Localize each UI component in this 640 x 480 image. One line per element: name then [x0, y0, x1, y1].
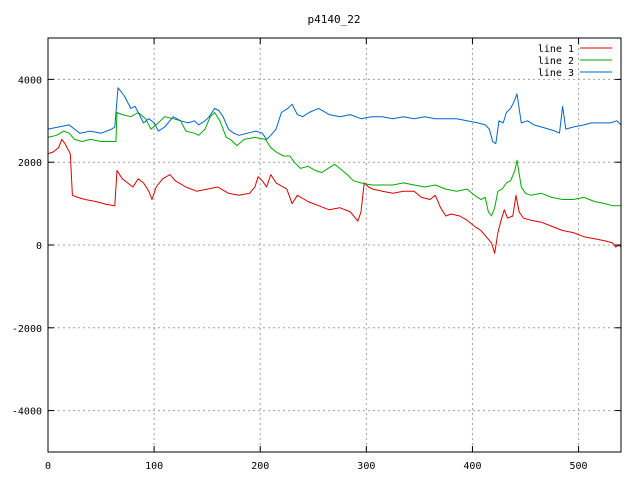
- series-lines: [47, 87, 622, 254]
- y-tick-label: 2000: [18, 158, 42, 169]
- legend-label-3: line 3: [538, 68, 574, 79]
- y-tick-label: 4000: [18, 75, 42, 86]
- x-tick-label: 400: [463, 461, 481, 472]
- y-tick-label: -4000: [12, 407, 42, 418]
- chart-title: p4140_22: [308, 13, 361, 26]
- x-tick-label: 200: [251, 461, 269, 472]
- axis-ticks: 0 100 200 300 400 500 -4000 -2000 0 2000 4000: [12, 38, 621, 472]
- x-tick-label: 300: [357, 461, 375, 472]
- series-line-1: [47, 138, 622, 254]
- legend-label-1: line 1: [538, 44, 574, 55]
- x-tick-label: 500: [570, 461, 588, 472]
- legend-label-2: line 2: [538, 56, 574, 67]
- series-line-2: [47, 112, 621, 217]
- y-tick-label: 0: [36, 241, 42, 252]
- y-tick-label: -2000: [12, 324, 42, 335]
- series-line-3: [47, 87, 622, 145]
- x-tick-label: 100: [145, 461, 163, 472]
- grid: [48, 38, 621, 452]
- x-tick-label: 0: [45, 461, 51, 472]
